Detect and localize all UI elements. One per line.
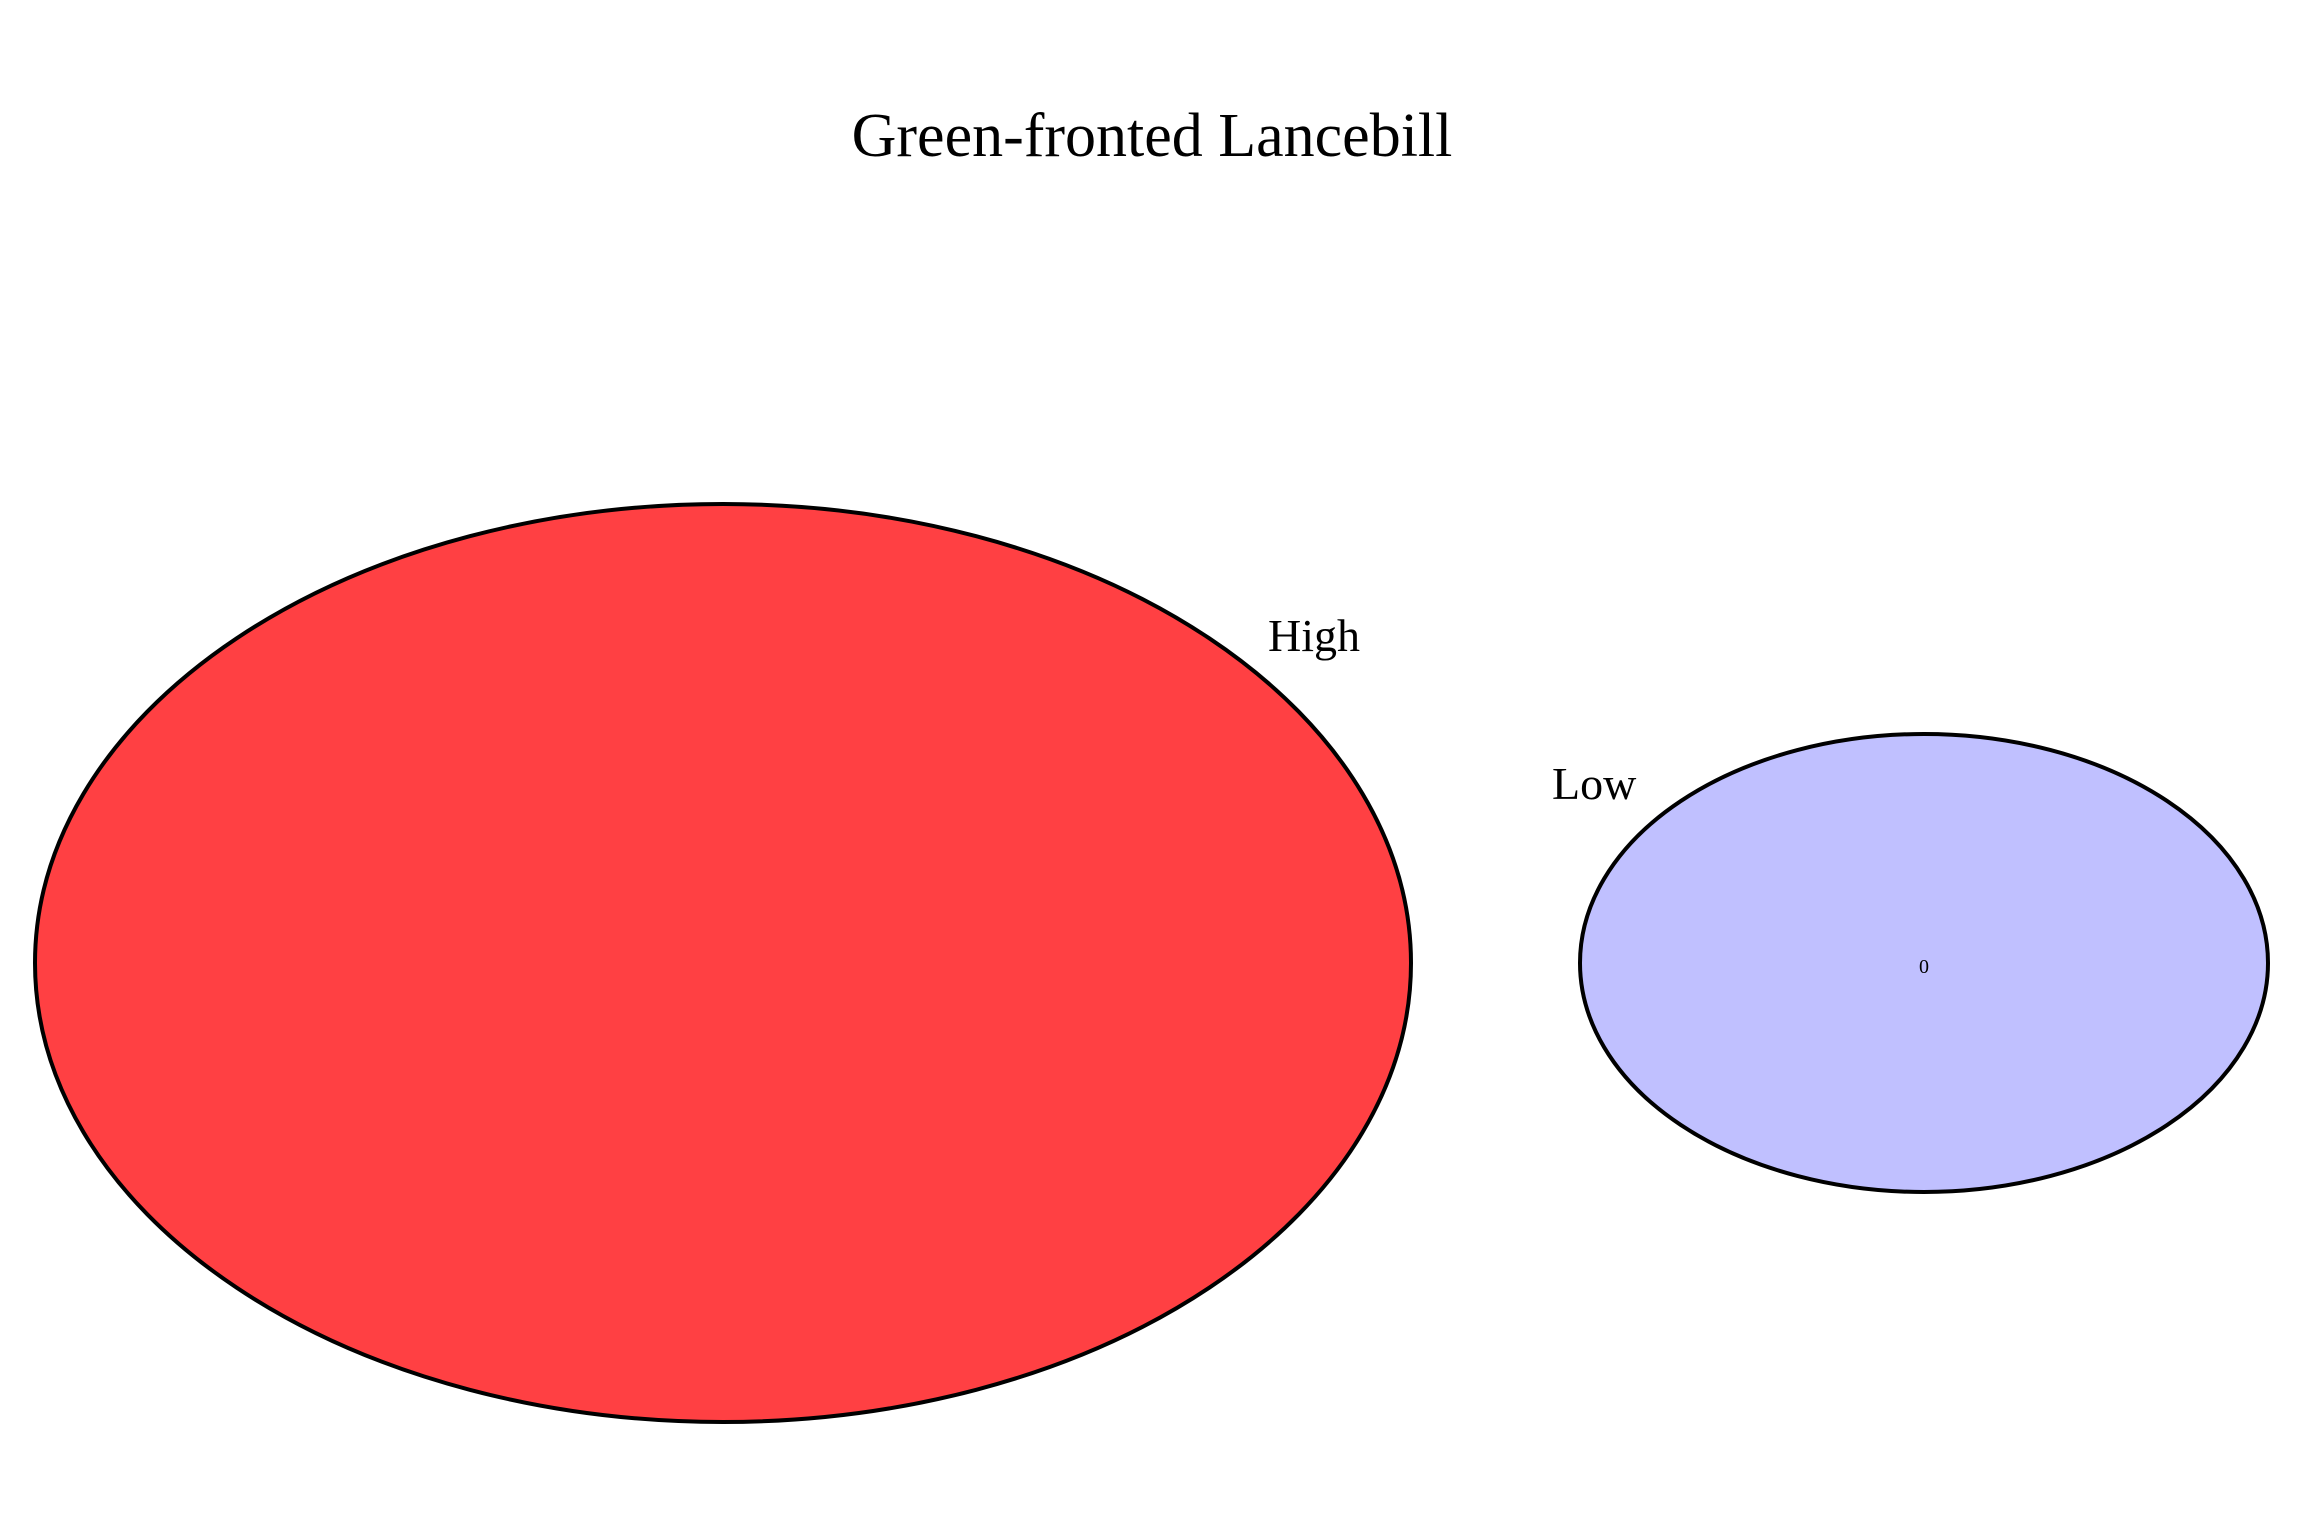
diagram-title: Green-fronted Lancebill: [852, 102, 1453, 170]
set-low-ellipse: [1578, 732, 2270, 1194]
set-high-label: High: [1268, 610, 1360, 661]
set-low-count: 0: [1919, 956, 1929, 978]
set-high-ellipse: [33, 502, 1413, 1424]
set-low-label: Low: [1552, 758, 1637, 809]
